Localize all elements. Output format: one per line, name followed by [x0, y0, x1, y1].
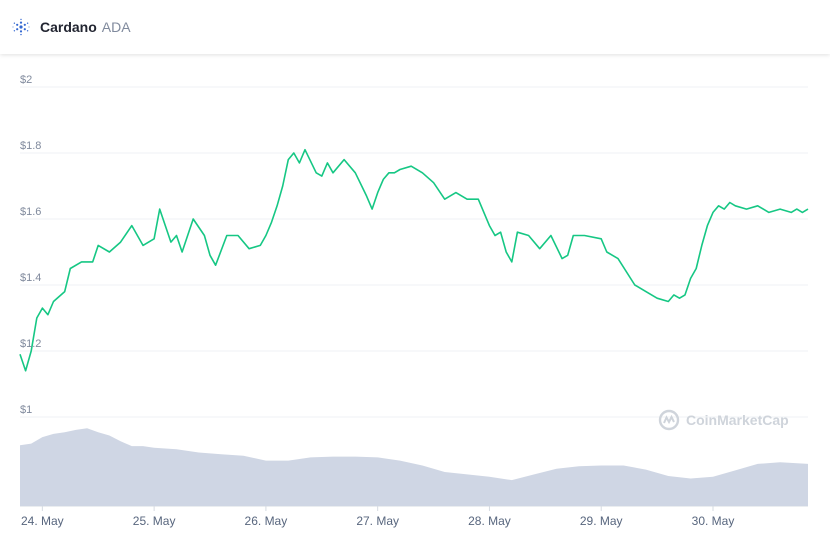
price-line — [19, 148, 809, 372]
coin-name: Cardano — [40, 19, 97, 35]
x-tick-label: 24. May — [21, 514, 64, 528]
watermark-text: CoinMarketCap — [686, 412, 789, 428]
coinmarketcap-logo-icon — [658, 409, 680, 431]
x-tick-label: 30. May — [692, 514, 735, 528]
x-tick-label: 27. May — [356, 514, 399, 528]
price-line-layer — [19, 148, 809, 372]
y-tick-label: $1.2 — [20, 338, 41, 350]
cardano-logo-icon — [12, 18, 30, 36]
y-tick-label: $1.6 — [20, 206, 41, 218]
x-tick-label: 28. May — [468, 514, 511, 528]
price-chart-svg: $1 $1.2 $1.4 $1.6 $1.8 $2 24. May 25. May 26. M… — [19, 74, 809, 528]
x-tick-label: 26. May — [245, 514, 288, 528]
volume-area — [20, 428, 808, 506]
coin-header: Cardano ADA — [0, 0, 830, 54]
x-tick-label: 29. May — [580, 514, 623, 528]
y-tick-label: $1.4 — [20, 272, 41, 284]
coinmarketcap-watermark: CoinMarketCap — [658, 409, 789, 431]
x-axis-labels: 24. May 25. May 26. May 27. May 28. May 29. M… — [21, 506, 734, 528]
grid-lines — [20, 86, 808, 507]
y-tick-label: $1.8 — [20, 140, 41, 152]
price-chart[interactable]: $1 $1.2 $1.4 $1.6 $1.8 $2 24. May 25. May 26. M… — [0, 54, 830, 541]
y-tick-label: $2 — [20, 74, 32, 86]
volume-area-layer — [20, 428, 808, 506]
y-axis-labels: $1 $1.2 $1.4 $1.6 $1.8 $2 — [20, 74, 41, 416]
y-tick-label: $1 — [20, 404, 32, 416]
x-tick-label: 25. May — [133, 514, 176, 528]
coin-symbol: ADA — [101, 19, 131, 35]
